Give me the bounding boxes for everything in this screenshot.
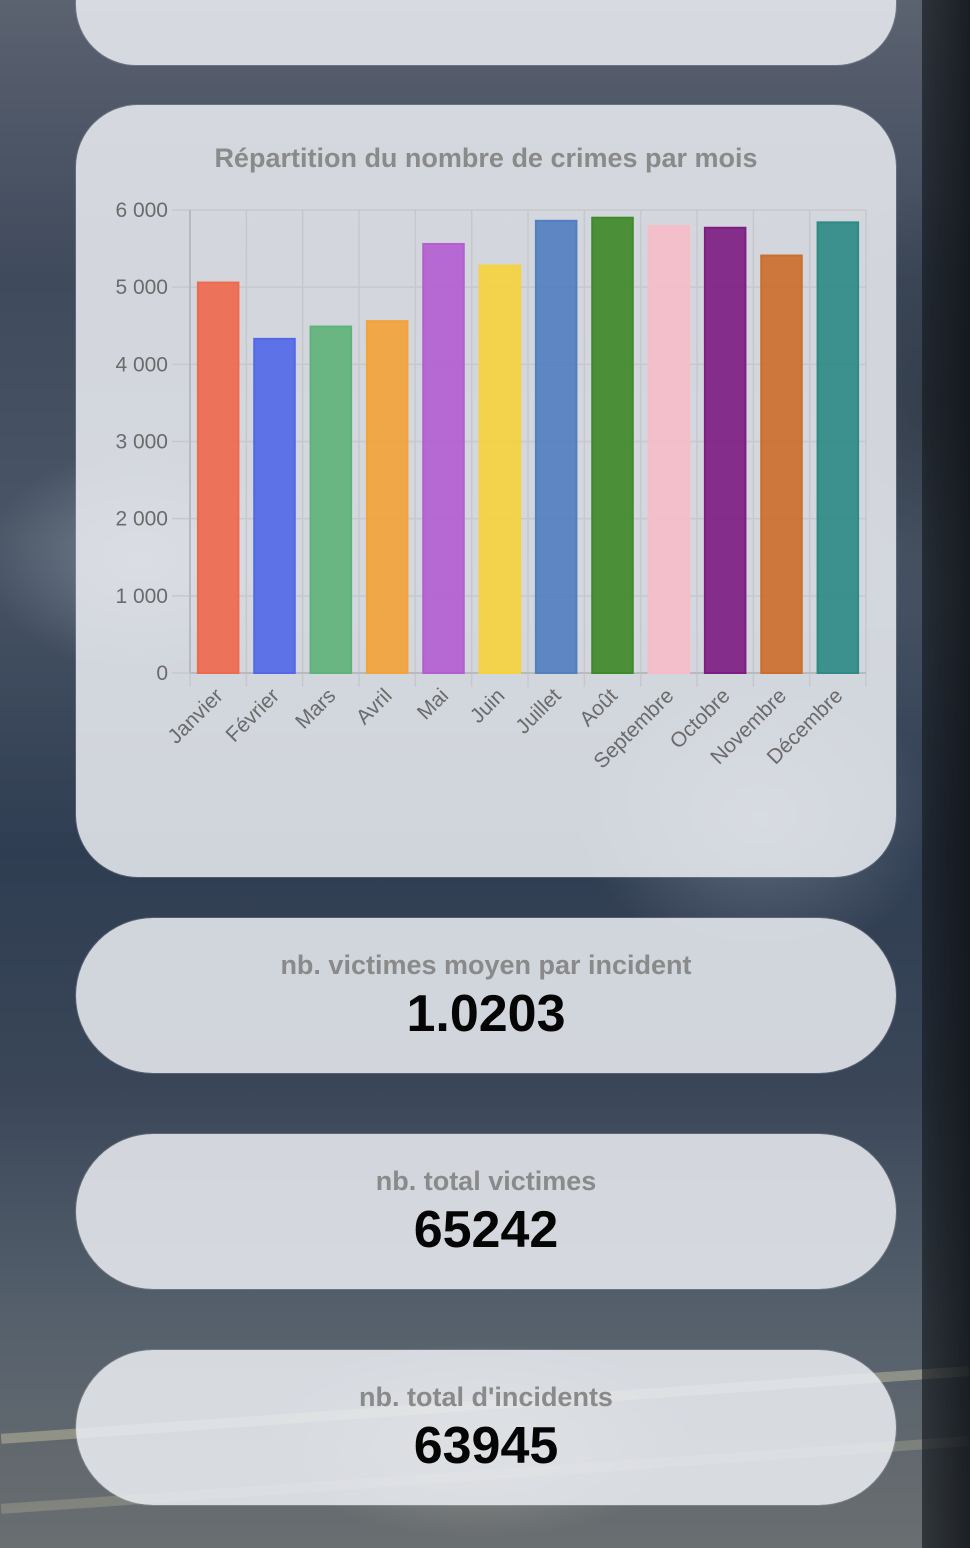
x-tick-label: Janvier <box>164 684 228 748</box>
total-incidents-label: nb. total d'incidents <box>359 1382 613 1412</box>
x-tick-label: Avril <box>352 684 397 729</box>
y-tick-label: 4 000 <box>115 353 168 376</box>
bar-août <box>591 216 634 674</box>
bar-juillet <box>534 219 578 674</box>
total-victims-value: 65242 <box>413 1201 559 1259</box>
avg-victims-label: nb. victimes moyen par incident <box>280 950 692 980</box>
chart-title: Répartition du nombre de crimes par mois <box>214 143 758 173</box>
y-tick-label: 0 <box>156 662 168 685</box>
bar-mai <box>422 242 465 674</box>
total-incidents-value: 63945 <box>413 1417 559 1475</box>
bar-mars <box>309 325 353 674</box>
bar-janvier <box>196 281 240 675</box>
bar-juin <box>478 264 522 674</box>
background-shadow <box>922 0 970 1548</box>
x-tick-label: Juin <box>466 684 510 728</box>
x-tick-label: Février <box>222 684 284 746</box>
x-tick-label: Août <box>575 684 622 731</box>
monthly-crimes-chart-card: Répartition du nombre de crimes par mois… <box>76 105 896 877</box>
monthly-crimes-bar-chart: 0 1 000 2 000 3 000 4 000 5 000 6 000 JanvierFé… <box>115 199 867 773</box>
y-tick-label: 2 000 <box>115 508 168 531</box>
bar-avril <box>365 320 409 674</box>
y-tick-label: 5 000 <box>115 276 168 299</box>
bar-octobre <box>703 226 747 675</box>
y-tick-label: 6 000 <box>115 199 168 222</box>
bar-novembre <box>760 254 803 675</box>
total-victims-card: nb. total victimes 65242 <box>76 1134 896 1289</box>
avg-victims-card: nb. victimes moyen par incident 1.0203 <box>76 918 896 1073</box>
bar-septembre <box>647 225 691 675</box>
y-tick-label: 3 000 <box>115 431 168 454</box>
x-tick-label: Juillet <box>511 684 565 738</box>
bar-février <box>253 337 296 674</box>
y-tick-label: 1 000 <box>115 585 168 608</box>
avg-victims-value: 1.0203 <box>406 985 566 1043</box>
total-incidents-card: nb. total d'incidents 63945 <box>76 1350 896 1505</box>
total-victims-label: nb. total victimes <box>375 1166 597 1196</box>
x-tick-label: Mars <box>291 684 340 733</box>
previous-card <box>76 0 896 65</box>
x-tick-label: Mai <box>413 684 453 724</box>
bar-décembre <box>816 221 860 674</box>
